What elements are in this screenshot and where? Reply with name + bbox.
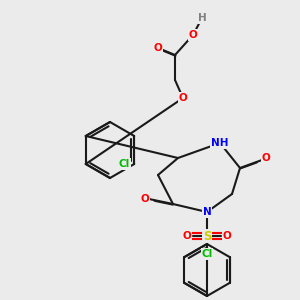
Text: H: H xyxy=(198,13,206,23)
Text: O: O xyxy=(178,93,188,103)
Text: O: O xyxy=(141,194,149,204)
Text: O: O xyxy=(189,30,197,40)
Text: O: O xyxy=(223,231,231,241)
Text: O: O xyxy=(183,231,191,241)
Text: O: O xyxy=(262,153,270,163)
Text: Cl: Cl xyxy=(118,159,130,169)
Text: Cl: Cl xyxy=(201,249,213,259)
Text: N: N xyxy=(202,207,211,217)
Text: NH: NH xyxy=(211,138,229,148)
Text: O: O xyxy=(154,43,162,53)
Text: S: S xyxy=(203,230,211,242)
